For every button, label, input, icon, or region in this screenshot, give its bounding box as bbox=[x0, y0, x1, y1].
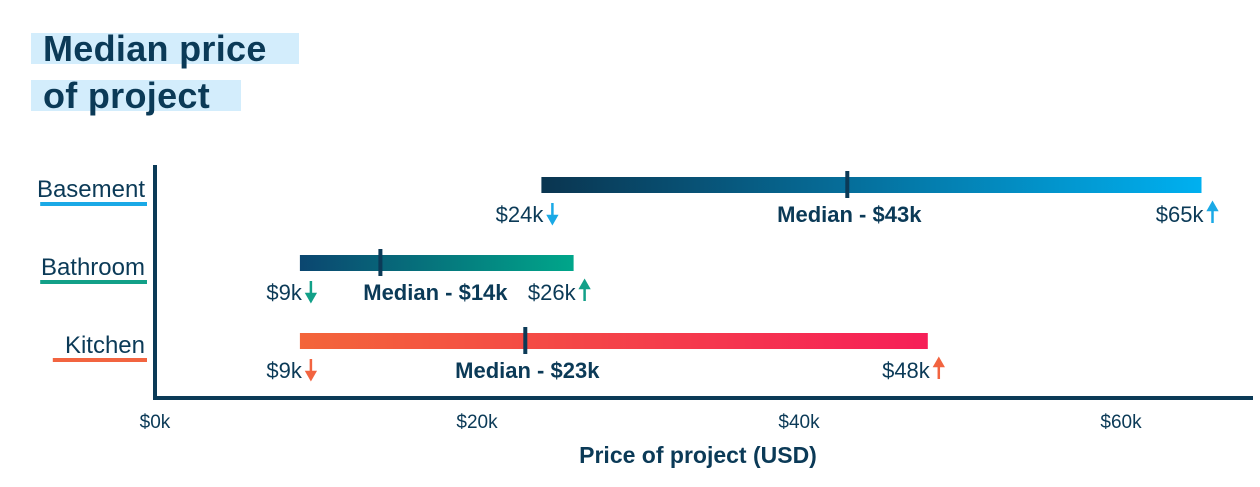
x-tick-label: $40k bbox=[778, 412, 820, 433]
category-underline-bathroom bbox=[40, 280, 148, 284]
category-label-bathroom: Bathroom bbox=[41, 254, 145, 281]
up-arrow-icon bbox=[1206, 200, 1219, 223]
chart-title-line-1: Median price bbox=[31, 31, 299, 67]
median-label-bathroom: Median - $14k bbox=[363, 280, 508, 305]
range-bar-basement bbox=[541, 177, 1202, 193]
median-label-kitchen: Median - $23k bbox=[455, 358, 600, 383]
chart-title-line-2: of project bbox=[31, 78, 241, 114]
median-marker-kitchen bbox=[523, 327, 528, 354]
down-arrow-icon bbox=[546, 203, 559, 226]
min-label-kitchen: $9k bbox=[266, 358, 302, 383]
x-axis-label: Price of project (USD) bbox=[579, 442, 817, 468]
range-bar-kitchen bbox=[299, 333, 928, 349]
up-arrow-icon bbox=[932, 356, 945, 379]
max-label-kitchen: $48k bbox=[882, 358, 931, 383]
category-label-kitchen: Kitchen bbox=[65, 332, 145, 359]
x-tick-label: $20k bbox=[456, 412, 498, 433]
min-label-basement: $24k bbox=[496, 202, 545, 227]
median-label-basement: Median - $43k bbox=[777, 202, 922, 227]
range-bar-bathroom bbox=[299, 255, 574, 271]
category-label-basement: Basement bbox=[37, 176, 145, 203]
max-label-basement: $65k bbox=[1156, 202, 1205, 227]
x-tick-label: $60k bbox=[1100, 412, 1142, 433]
x-tick-label: $0k bbox=[140, 412, 171, 433]
min-label-bathroom: $9k bbox=[266, 280, 302, 305]
down-arrow-icon bbox=[304, 359, 318, 382]
up-arrow-icon bbox=[578, 278, 591, 301]
max-label-bathroom: $26k bbox=[528, 280, 577, 305]
down-arrow-icon bbox=[304, 281, 318, 304]
category-underline-kitchen bbox=[52, 358, 147, 362]
category-underline-basement bbox=[40, 202, 148, 206]
median-marker-basement bbox=[845, 171, 850, 198]
median-marker-bathroom bbox=[378, 249, 383, 276]
